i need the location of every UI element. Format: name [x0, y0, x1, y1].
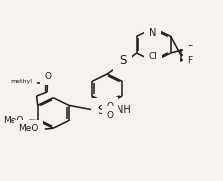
Text: NH: NH — [116, 106, 130, 115]
Text: MeO: MeO — [19, 124, 39, 133]
Text: Cl: Cl — [149, 52, 158, 60]
Text: N: N — [149, 28, 156, 38]
Text: F: F — [188, 56, 193, 65]
Text: S: S — [97, 104, 105, 117]
Text: O: O — [44, 72, 51, 81]
Text: methyl: methyl — [10, 79, 32, 84]
Text: O: O — [107, 111, 114, 120]
Text: MeO: MeO — [3, 115, 23, 125]
Text: O: O — [107, 102, 114, 111]
Text: S: S — [119, 54, 126, 67]
Text: F: F — [188, 45, 193, 54]
Text: F: F — [188, 50, 193, 60]
